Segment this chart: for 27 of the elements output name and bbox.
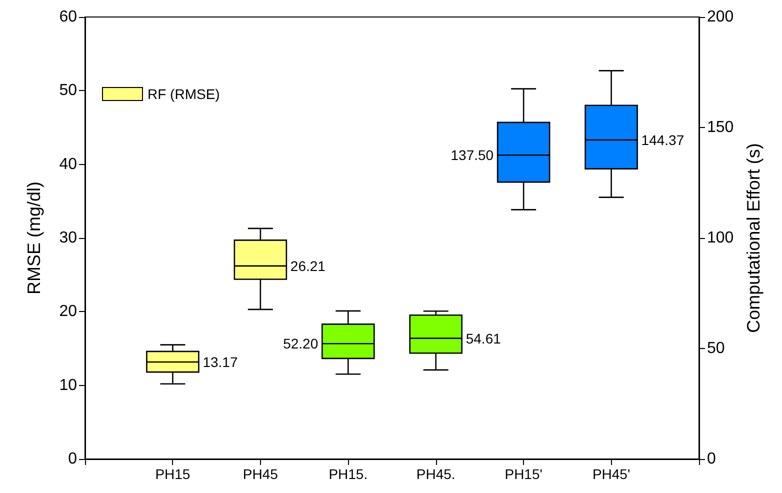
y-tick-label: 0 <box>68 450 78 468</box>
x-tick-label: PH15. <box>328 466 368 482</box>
y2-axis-title: Computational Effort (s) <box>744 143 764 333</box>
y-tick-label: 40 <box>59 156 78 173</box>
x-tick-label: PH15' <box>504 466 542 482</box>
y-axis-title: RMSE (mg/dl) <box>24 181 44 295</box>
x-tick-label: PH15 <box>155 466 190 482</box>
text: 13.17 <box>202 354 238 370</box>
x-tick-label: PH45' <box>592 466 630 482</box>
x-tick-label: PH45. <box>416 466 456 482</box>
text: 144.37 <box>641 132 684 148</box>
x-tick-label: PH45 <box>242 466 278 482</box>
y2-tick-label: 100 <box>707 230 734 246</box>
y-tick-label: 30 <box>59 230 78 246</box>
y2-tick-label: 50 <box>707 340 725 357</box>
y-tick-label: 20 <box>59 303 78 320</box>
text: 52.20 <box>283 336 318 352</box>
text: 54.61 <box>466 330 501 346</box>
y-tick-label: 50 <box>59 82 78 100</box>
y2-tick-label: 0 <box>707 450 716 468</box>
y2-tick-label: 200 <box>707 8 734 26</box>
text: 137.50 <box>450 147 494 164</box>
legend-label: RF (RMSE) <box>148 86 220 102</box>
text: 26.21 <box>290 258 326 274</box>
y2-tick-label: 150 <box>707 119 734 136</box>
y-tick-label: 10 <box>59 376 78 394</box>
y-tick-label: 60 <box>59 8 78 26</box>
